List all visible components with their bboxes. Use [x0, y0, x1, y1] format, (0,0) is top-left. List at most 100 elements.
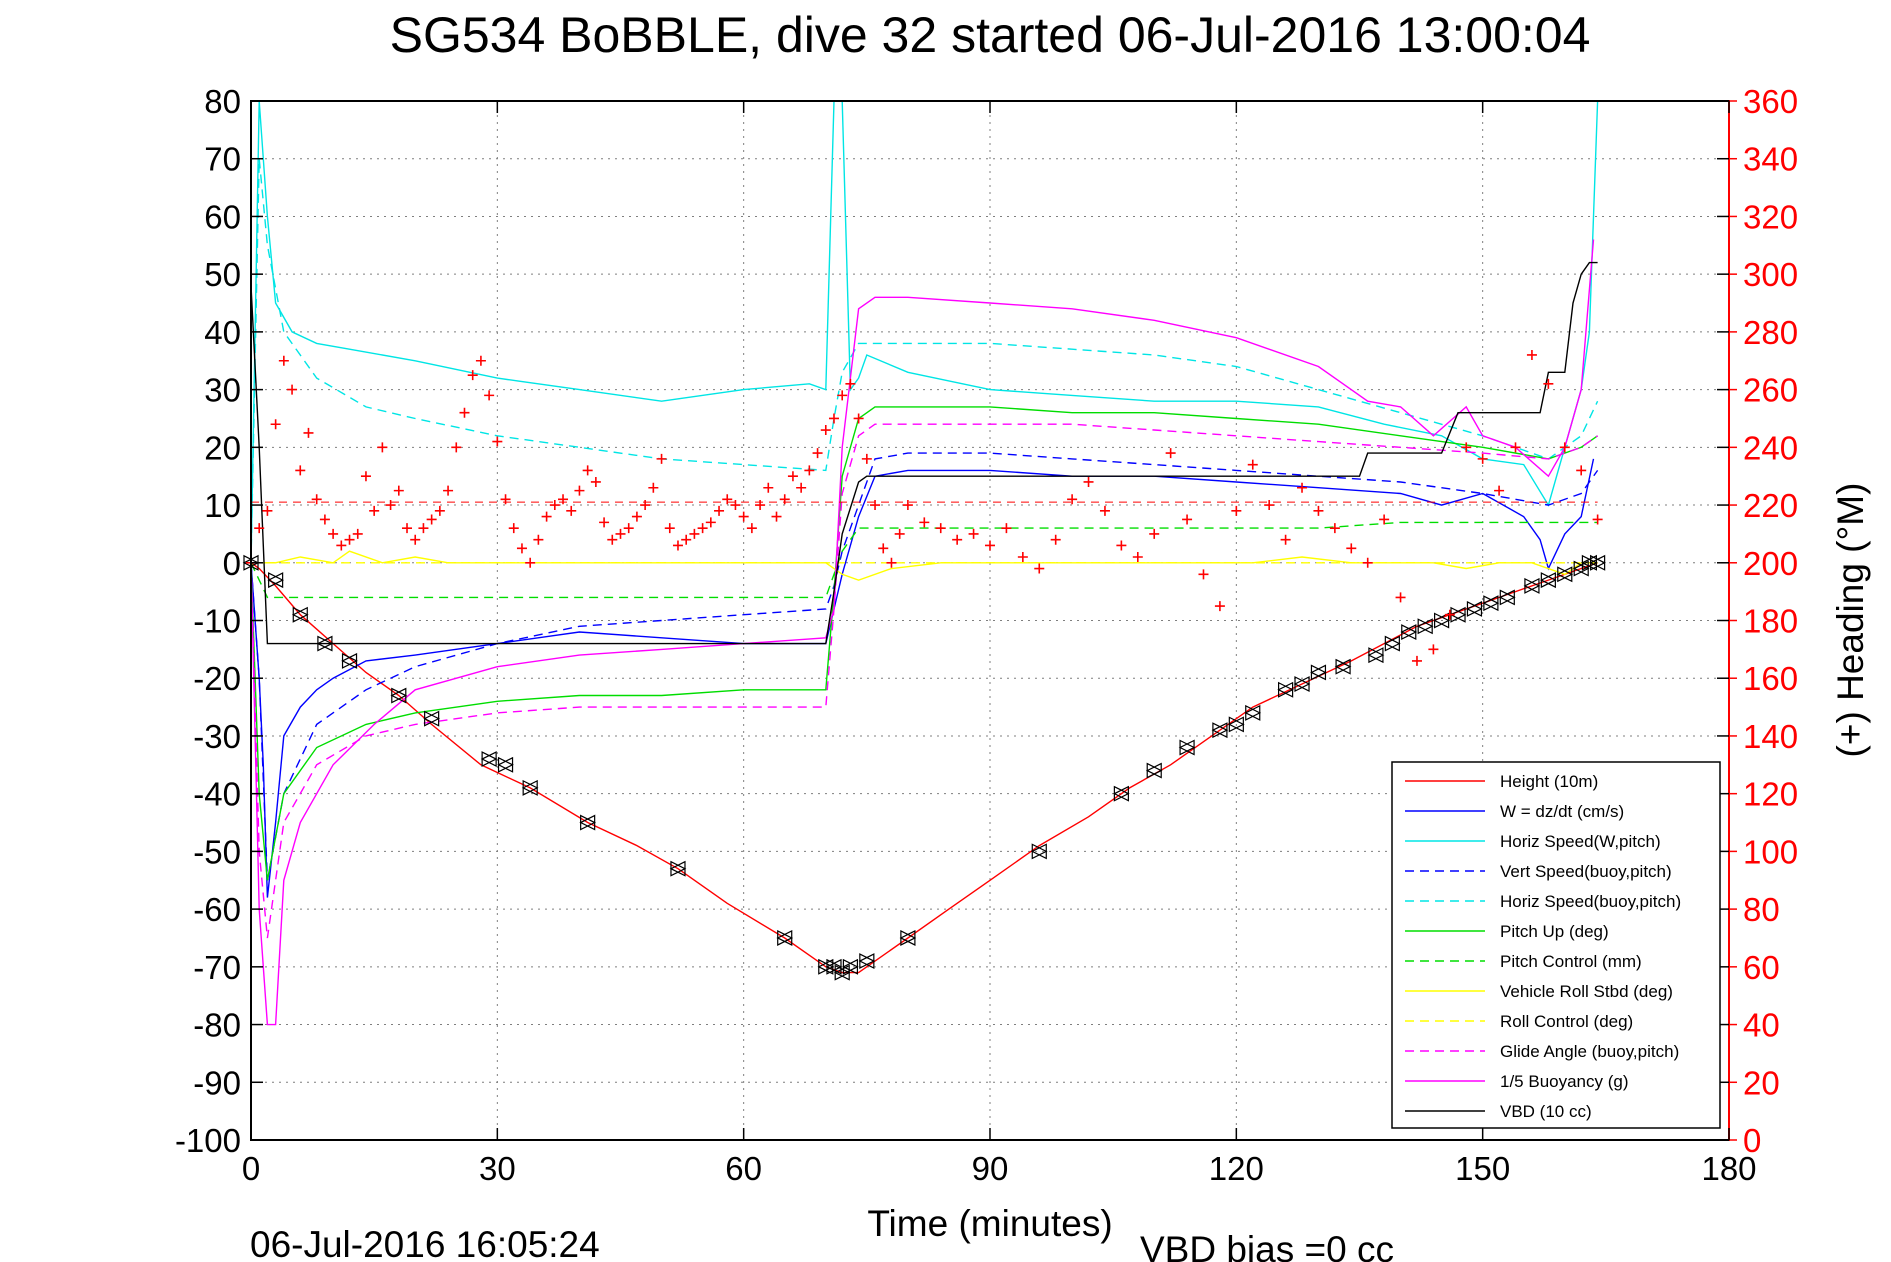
- heading-point: [681, 534, 692, 545]
- heading-point: [262, 505, 273, 516]
- heading-point: [1116, 540, 1127, 551]
- legend-label: Pitch Control (mm): [1500, 952, 1642, 971]
- legend-label: Vehicle Roll Stbd (deg): [1500, 982, 1673, 1001]
- y-tick-label: -90: [193, 1064, 241, 1101]
- y-tick-label: 10: [204, 487, 241, 524]
- y-tick-label: 50: [204, 256, 241, 293]
- heading-point: [1477, 453, 1488, 464]
- right-tick-label: 160: [1743, 660, 1798, 697]
- right-tick-label: 220: [1743, 487, 1798, 524]
- height-marker-rev: [1113, 785, 1129, 802]
- heading-point: [328, 528, 339, 539]
- heading-point: [870, 500, 881, 511]
- heading-point: [853, 413, 864, 424]
- y-tick-label: -30: [193, 718, 241, 755]
- heading-point: [311, 494, 322, 505]
- right-tick-label: 180: [1743, 603, 1798, 640]
- x-tick-label: 30: [479, 1150, 516, 1187]
- height-marker-rev: [899, 930, 916, 946]
- heading-point: [1050, 534, 1061, 545]
- right-tick-label: 200: [1743, 545, 1798, 582]
- heading-point: [500, 494, 511, 505]
- heading-point: [467, 370, 478, 381]
- heading-point: [377, 442, 388, 453]
- heading-point: [352, 528, 363, 539]
- height-marker-rev: [1030, 843, 1047, 860]
- height-marker-rev: [842, 958, 859, 975]
- heading-point: [566, 505, 577, 516]
- heading-point: [623, 523, 634, 534]
- heading-point: [1247, 459, 1258, 470]
- height-marker-rev: [669, 860, 686, 877]
- heading-point: [796, 482, 807, 493]
- right-tick-label: 80: [1743, 891, 1780, 928]
- heading-point: [1165, 448, 1176, 459]
- heading-point: [393, 485, 404, 496]
- height-marker-rev: [833, 964, 850, 981]
- height-marker-rev: [825, 958, 842, 975]
- heading-point: [590, 476, 601, 487]
- heading-point: [1395, 592, 1406, 603]
- heading-point: [689, 528, 700, 539]
- heading-point: [1329, 523, 1340, 534]
- heading-point: [771, 511, 782, 522]
- heading-point: [492, 436, 503, 447]
- height-marker-rev: [1556, 566, 1573, 583]
- height-marker-rev: [1449, 606, 1466, 623]
- legend-label: Horiz Speed(buoy,pitch): [1500, 892, 1681, 911]
- height-marker-rev: [1244, 704, 1261, 721]
- series-lines: [250, 100, 1599, 1026]
- height-marker-rev: [1482, 595, 1499, 612]
- heading-point: [558, 494, 569, 505]
- heading-point: [270, 419, 281, 430]
- heading-point: [533, 534, 544, 545]
- y-tick-label: -100: [175, 1122, 241, 1159]
- heading-point: [738, 511, 749, 522]
- y-tick-label: -20: [193, 660, 241, 697]
- heading-point: [1099, 505, 1110, 516]
- heading-point: [722, 494, 733, 505]
- x-tick-label: 150: [1455, 1150, 1510, 1187]
- y-tick-label: -80: [193, 1007, 241, 1044]
- heading-point: [607, 534, 618, 545]
- series-line-6: [250, 521, 1598, 599]
- heading-point: [484, 390, 495, 401]
- legend: Height (10m) W = dz/dt (cm/s) Horiz Speed(…: [1391, 761, 1721, 1129]
- heading-point: [656, 453, 667, 464]
- heading-point: [935, 523, 946, 534]
- series-line-11: [250, 261, 1598, 645]
- right-tick-label: 260: [1743, 372, 1798, 409]
- height-marker-rev: [1367, 647, 1384, 664]
- right-tick-label: 280: [1743, 314, 1798, 351]
- heading-point: [599, 517, 610, 528]
- right-tick-label: 40: [1743, 1007, 1780, 1044]
- left-ticks: 80 70 60 50 40 30 20 10 0 -10 -20 -30 -40 -50 -60 -70 -8…: [175, 83, 1729, 1159]
- heading-point: [549, 500, 560, 511]
- height-marker-rev: [480, 751, 497, 768]
- height-marker-rev: [1523, 577, 1540, 594]
- height-marker-rev: [341, 652, 358, 669]
- y-tick-label: -50: [193, 833, 241, 870]
- height-marker-rev: [817, 958, 834, 975]
- heading-point: [1411, 655, 1422, 666]
- heading-point: [968, 528, 979, 539]
- heading-point: [779, 494, 790, 505]
- heading-point: [812, 448, 823, 459]
- heading-point: [410, 534, 421, 545]
- series-line-0: [250, 562, 1598, 974]
- chart-title: SG534 BoBBLE, dive 32 started 06-Jul-201…: [390, 7, 1591, 63]
- legend-label: Pitch Up (deg): [1500, 922, 1609, 941]
- heading-point: [1346, 543, 1357, 554]
- height-marker-rev: [1334, 658, 1351, 675]
- heading-point: [1494, 485, 1505, 496]
- height-marker-rev: [1178, 739, 1195, 756]
- right-tick-label: 360: [1743, 83, 1798, 120]
- x-tick-label: 120: [1209, 1150, 1264, 1187]
- height-marker-rev: [1293, 676, 1310, 692]
- legend-label: 1/5 Buoyancy (g): [1500, 1072, 1629, 1091]
- height-marker-rev: [1416, 618, 1433, 635]
- heading-point: [1149, 528, 1160, 539]
- height-marker-rev: [776, 930, 793, 946]
- heading-point: [1444, 609, 1455, 620]
